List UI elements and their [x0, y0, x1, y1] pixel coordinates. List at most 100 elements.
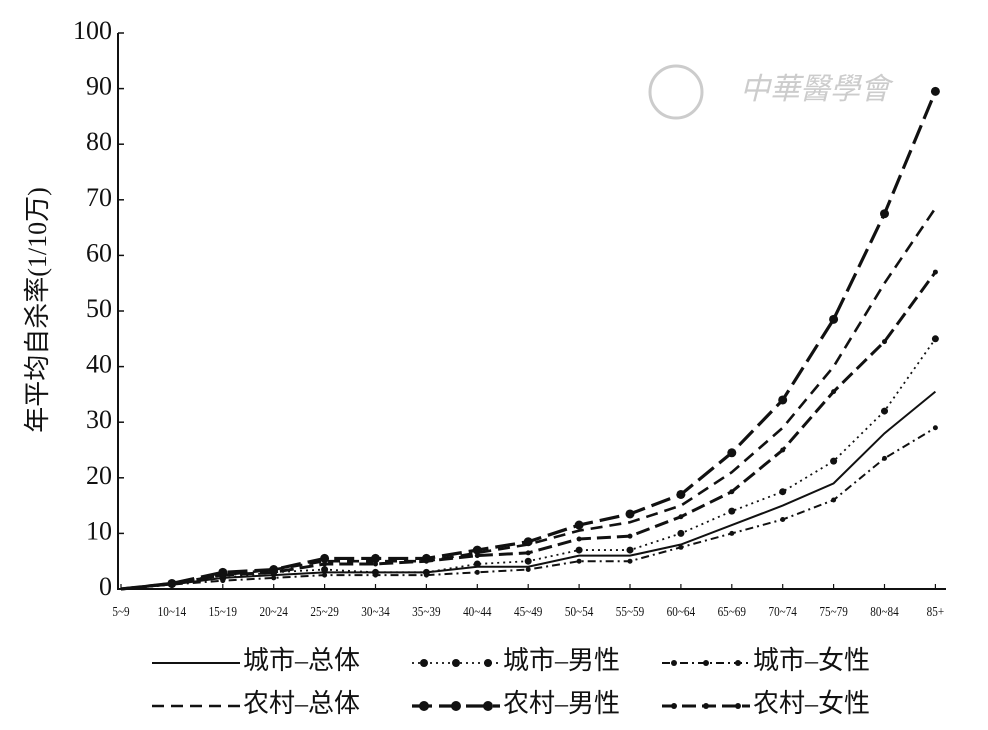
- x-tick-label: 55~59: [616, 604, 644, 619]
- legend-label: 城市–男性: [503, 646, 620, 675]
- point: [779, 488, 787, 496]
- point: [474, 553, 480, 559]
- point: [472, 545, 482, 555]
- legend-marker: [703, 703, 709, 709]
- legend-marker: [452, 659, 460, 667]
- point: [881, 407, 888, 415]
- point: [322, 561, 328, 567]
- point: [882, 339, 887, 345]
- x-tick-label: 60~64: [667, 604, 696, 619]
- point: [576, 558, 582, 564]
- legend-marker: [671, 660, 677, 666]
- point: [676, 489, 686, 499]
- x-tick-label: 45~49: [514, 604, 542, 619]
- watermark: 中華醫學會: [740, 73, 894, 106]
- legend-marker: [483, 701, 493, 711]
- point: [169, 580, 175, 586]
- point: [320, 553, 330, 563]
- legend-marker: [484, 659, 492, 667]
- x-tick-label: 75~79: [819, 604, 847, 619]
- point: [371, 553, 380, 563]
- x-tick-label: 30~34: [361, 604, 390, 619]
- x-tick-label: 80~84: [870, 604, 899, 619]
- point: [575, 546, 583, 554]
- point: [220, 578, 226, 584]
- point: [525, 550, 531, 556]
- point: [729, 489, 735, 495]
- point: [727, 448, 737, 458]
- legend-label: 农村–女性: [753, 689, 870, 718]
- y-tick-label: 20: [86, 461, 112, 490]
- point: [627, 533, 633, 539]
- point: [627, 558, 633, 564]
- point: [322, 572, 328, 578]
- y-tick-label: 80: [86, 127, 112, 156]
- point: [831, 497, 837, 503]
- point: [373, 572, 378, 578]
- point: [625, 509, 635, 519]
- point: [778, 395, 788, 405]
- point: [373, 561, 378, 567]
- point: [930, 86, 940, 96]
- point: [473, 560, 481, 568]
- y-tick-label: 70: [86, 183, 112, 212]
- point: [829, 314, 839, 324]
- series-line: [120, 390, 937, 590]
- y-tick-label: 50: [86, 294, 112, 323]
- y-tick-label: 40: [86, 350, 112, 379]
- y-tick-label: 10: [86, 516, 112, 545]
- legend-label: 农村–总体: [243, 689, 360, 718]
- point: [932, 269, 938, 275]
- y-axis-label: 年平均自杀率(1/10万): [23, 187, 52, 433]
- point: [677, 529, 685, 537]
- point: [932, 425, 938, 431]
- point: [882, 455, 887, 461]
- y-tick-label: 30: [86, 405, 112, 434]
- point: [576, 536, 582, 542]
- series-line: [120, 90, 937, 591]
- point: [574, 520, 584, 530]
- point: [678, 544, 684, 550]
- point: [626, 546, 634, 554]
- point: [831, 389, 837, 395]
- y-tick-label: 100: [73, 16, 112, 45]
- point: [523, 537, 533, 547]
- point: [271, 575, 277, 581]
- series-line: [120, 426, 936, 590]
- legend-label: 城市–总体: [243, 646, 360, 675]
- y-tick-label: 90: [86, 72, 112, 101]
- x-tick-label: 85+: [927, 604, 944, 619]
- x-tick-label: 70~74: [768, 604, 797, 619]
- legend-marker: [703, 660, 709, 666]
- legend-marker: [420, 659, 428, 667]
- x-tick-label: 5~9: [112, 604, 129, 619]
- x-tick-label: 25~29: [310, 604, 338, 619]
- point: [780, 447, 786, 453]
- legend-marker: [735, 660, 741, 666]
- x-tick-label: 65~69: [718, 604, 746, 619]
- point: [423, 558, 429, 564]
- point: [729, 530, 735, 536]
- point: [524, 557, 532, 565]
- point: [321, 566, 329, 574]
- legend-marker: [451, 701, 461, 711]
- x-tick-label: 35~39: [412, 604, 440, 619]
- point: [271, 569, 277, 575]
- x-tick-label: 40~44: [463, 604, 492, 619]
- point: [678, 514, 684, 520]
- y-tick-label: 60: [86, 238, 112, 267]
- point: [525, 567, 531, 573]
- x-tick-label: 20~24: [259, 604, 288, 619]
- point: [423, 572, 429, 578]
- legend-label: 城市–女性: [753, 646, 870, 675]
- point: [931, 335, 939, 343]
- watermark-logo: [648, 64, 704, 120]
- point: [474, 569, 480, 575]
- point: [880, 209, 889, 219]
- x-tick-label: 50~54: [565, 604, 594, 619]
- point: [220, 572, 226, 578]
- x-tick-label: 10~14: [158, 604, 187, 619]
- legend-marker: [671, 703, 677, 709]
- point: [728, 507, 736, 515]
